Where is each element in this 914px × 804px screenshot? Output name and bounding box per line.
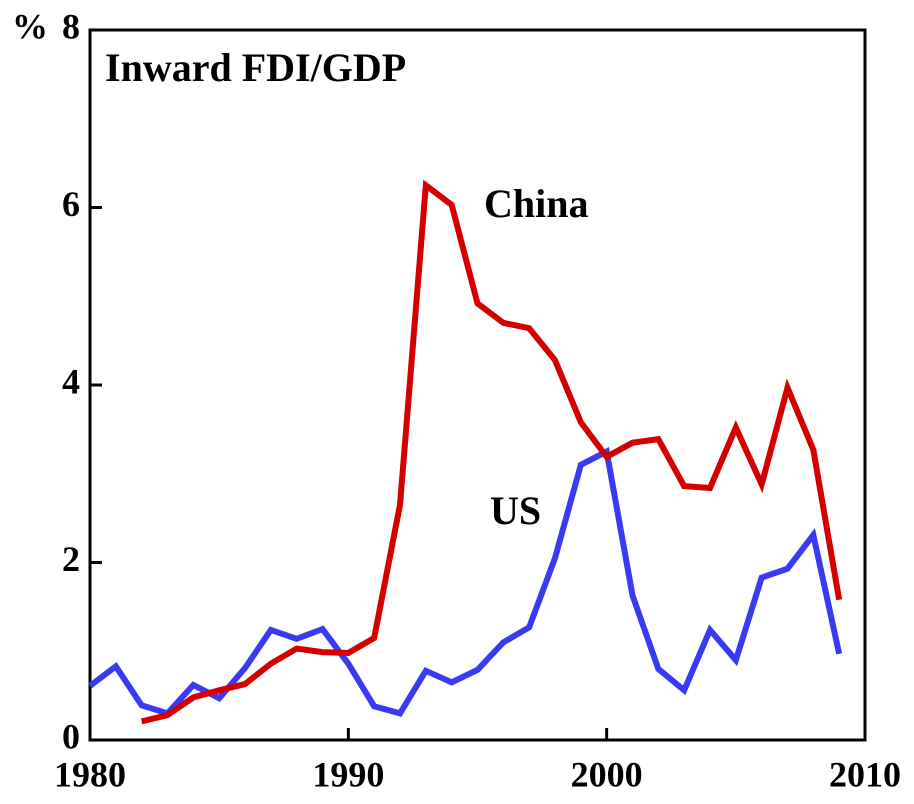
y-tick-label: 6 (62, 184, 80, 224)
x-tick-label: 1990 (312, 754, 384, 794)
y-tick-label: 8 (62, 6, 80, 46)
x-tick-label: 2000 (571, 754, 643, 794)
annotation: US (490, 488, 541, 533)
y-tick-label: 2 (62, 539, 80, 579)
y-tick-label: 4 (62, 361, 80, 401)
line-series (140, 179, 843, 725)
annotation: China (484, 181, 589, 226)
x-tick-label: 2010 (829, 754, 901, 794)
y-tick-label: 0 (62, 716, 80, 756)
y-axis-label: % (12, 6, 48, 46)
chart-title: Inward FDI/GDP (105, 45, 406, 90)
x-tick-label: 1980 (54, 754, 126, 794)
line-series (88, 447, 843, 717)
plot-frame (88, 28, 867, 742)
